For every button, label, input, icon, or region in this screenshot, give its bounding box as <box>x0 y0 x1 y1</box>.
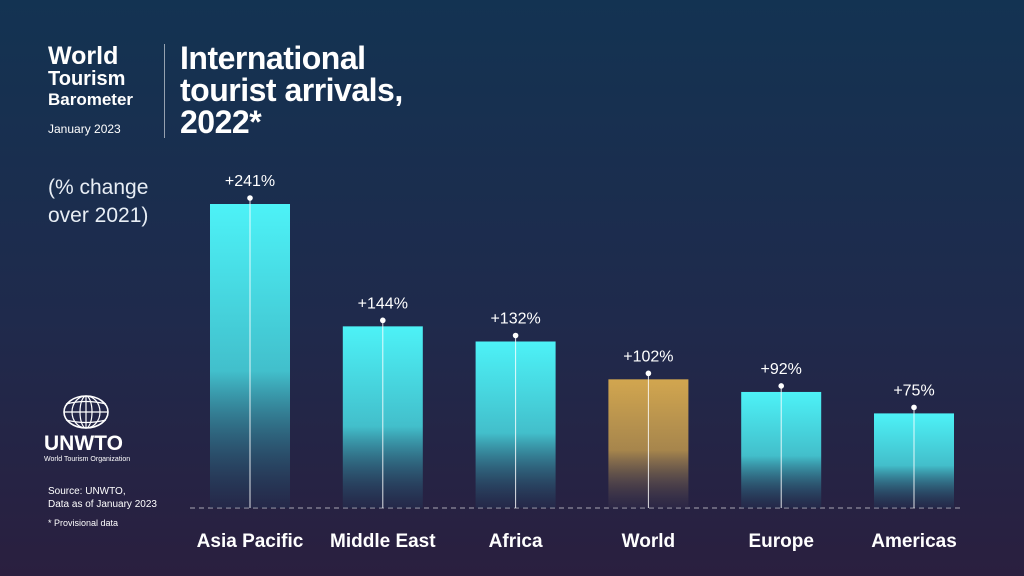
bar-value-label: +132% <box>490 310 540 327</box>
provisional-note: * Provisional data <box>48 518 119 528</box>
subtitle-line-1: (% change <box>48 176 149 199</box>
chart-subtitle: (% change over 2021) <box>48 174 148 230</box>
unwto-logo: UNWTO World Tourism Organization <box>44 394 144 463</box>
category-label: Europe <box>748 531 813 552</box>
bar-value-label: +102% <box>623 348 673 365</box>
bar-marker-dot <box>645 370 652 377</box>
bar-marker-dot <box>911 404 917 411</box>
logo-name: UNWTO <box>44 432 123 455</box>
bar-marker-dot <box>380 317 386 324</box>
category-label: World <box>622 531 675 552</box>
title-line-3: 2022* <box>180 104 262 140</box>
logo-full-name: World Tourism Organization <box>44 456 131 463</box>
title-line-2: tourist arrivals, <box>180 72 403 108</box>
source-line-1: Source: UNWTO, <box>48 486 126 497</box>
brand-line-world: World <box>48 42 119 70</box>
brand-date: January 2023 <box>48 122 121 136</box>
bar-marker-dot <box>512 332 519 339</box>
category-label: Asia Pacific <box>197 531 304 552</box>
header-divider <box>164 44 165 138</box>
globe-icon <box>63 395 109 429</box>
source-note: Source: UNWTO, Data as of January 2023 <box>48 485 157 511</box>
brand-line-tourism: Tourism <box>48 68 126 90</box>
bar-value-label: +92% <box>761 361 802 378</box>
bar-value-label: +241% <box>225 173 275 190</box>
source-line-2: Data as of January 2023 <box>48 499 157 510</box>
subtitle-line-2: over 2021) <box>48 204 149 227</box>
category-label: Americas <box>871 531 957 552</box>
chart-title: International tourist arrivals, 2022* <box>180 42 403 138</box>
title-line-1: International <box>180 40 366 76</box>
category-label: Africa <box>489 531 543 552</box>
category-label: Middle East <box>330 531 436 552</box>
bar-value-label: +144% <box>358 295 408 312</box>
bar-marker-dot <box>778 383 784 389</box>
brand-block: World Tourism Barometer January 2023 <box>48 42 160 137</box>
bar-value-label: +75% <box>893 382 934 399</box>
brand-line-barometer: Barometer <box>48 90 134 109</box>
bar-marker-dot <box>247 195 253 201</box>
